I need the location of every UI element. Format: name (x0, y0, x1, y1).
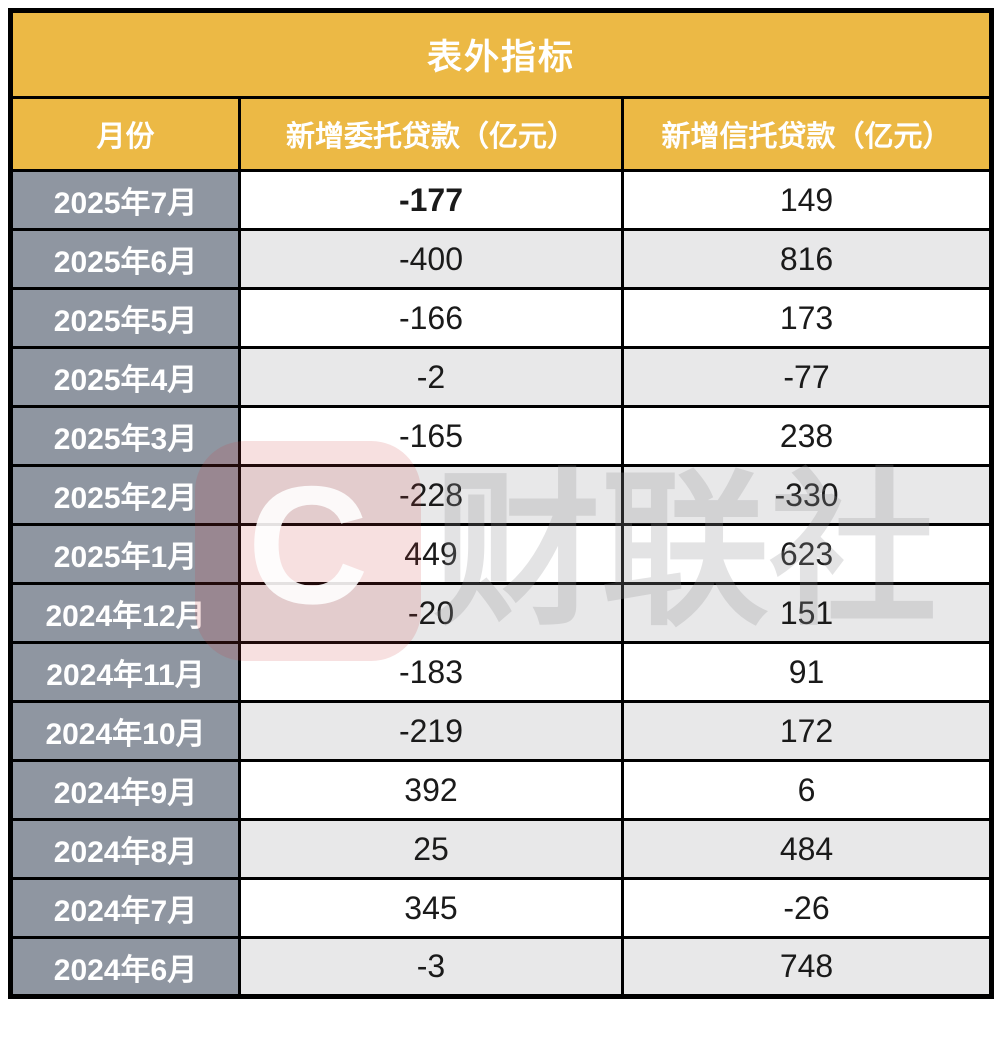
table-row: 2025年2月 -228 -330 (9, 464, 994, 526)
month-label: 2024年10月 (9, 700, 241, 762)
trust-loan-value: -330 (620, 464, 994, 526)
entrusted-loan-value: -400 (238, 228, 624, 290)
entrusted-loan-value: -20 (238, 582, 624, 644)
entrusted-loan-value: 449 (238, 523, 624, 585)
entrusted-loan-value: -228 (238, 464, 624, 526)
column-header-entrusted-loans: 新增委托贷款（亿元） (238, 96, 624, 172)
trust-loan-value: 6 (620, 759, 994, 821)
entrusted-loan-value: 25 (238, 818, 624, 880)
trust-loan-value: 91 (620, 641, 994, 703)
month-label: 2025年6月 (9, 228, 241, 290)
table-row: 2025年6月 -400 816 (9, 228, 994, 290)
entrusted-loan-value: 345 (238, 877, 624, 939)
trust-loan-value: 816 (620, 228, 994, 290)
month-label: 2025年4月 (9, 346, 241, 408)
table-row: 2025年1月 449 623 (9, 523, 994, 585)
entrusted-loan-value: -166 (238, 287, 624, 349)
table-row: 2025年4月 -2 -77 (9, 346, 994, 408)
entrusted-loan-value: -219 (238, 700, 624, 762)
month-label: 2024年8月 (9, 818, 241, 880)
column-header-trust-loans: 新增信托贷款（亿元） (620, 96, 994, 172)
column-header-month: 月份 (9, 96, 241, 172)
trust-loan-value: 623 (620, 523, 994, 585)
trust-loan-value: 173 (620, 287, 994, 349)
table-header-row: 月份 新增委托贷款（亿元） 新增信托贷款（亿元） (9, 96, 994, 172)
entrusted-loan-value: -2 (238, 346, 624, 408)
table-row: 2024年10月 -219 172 (9, 700, 994, 762)
entrusted-loan-value: 392 (238, 759, 624, 821)
month-label: 2025年5月 (9, 287, 241, 349)
month-label: 2025年3月 (9, 405, 241, 467)
off-balance-sheet-table-container: 表外指标 月份 新增委托贷款（亿元） 新增信托贷款（亿元） 2025年7月 -1… (8, 8, 995, 999)
month-label: 2024年6月 (9, 936, 241, 998)
table-title-row: 表外指标 (8, 9, 994, 99)
trust-loan-value: 149 (620, 169, 994, 231)
month-label: 2024年11月 (9, 641, 241, 703)
month-label: 2024年9月 (9, 759, 241, 821)
month-label: 2024年7月 (9, 877, 241, 939)
trust-loan-value: 484 (620, 818, 994, 880)
table-row: 2024年9月 392 6 (9, 759, 994, 821)
trust-loan-value: -77 (620, 346, 994, 408)
entrusted-loan-value: -183 (238, 641, 624, 703)
table-row: 2024年7月 345 -26 (9, 877, 994, 939)
entrusted-loan-value: -3 (238, 936, 624, 998)
trust-loan-value: 748 (620, 936, 994, 998)
entrusted-loan-value: -177 (238, 169, 624, 231)
month-label: 2024年12月 (9, 582, 241, 644)
table-row: 2024年12月 -20 151 (9, 582, 994, 644)
month-label: 2025年7月 (9, 169, 241, 231)
trust-loan-value: 151 (620, 582, 994, 644)
table-row: 2025年7月 -177 149 (9, 169, 994, 231)
table-row: 2024年6月 -3 748 (9, 936, 994, 998)
table-row: 2024年8月 25 484 (9, 818, 994, 880)
table-title: 表外指标 (8, 9, 994, 99)
trust-loan-value: -26 (620, 877, 994, 939)
off-balance-sheet-table: 表外指标 月份 新增委托贷款（亿元） 新增信托贷款（亿元） 2025年7月 -1… (8, 8, 995, 999)
trust-loan-value: 172 (620, 700, 994, 762)
month-label: 2025年1月 (9, 523, 241, 585)
table-row: 2025年3月 -165 238 (9, 405, 994, 467)
entrusted-loan-value: -165 (238, 405, 624, 467)
table-row: 2024年11月 -183 91 (9, 641, 994, 703)
table-row: 2025年5月 -166 173 (9, 287, 994, 349)
trust-loan-value: 238 (620, 405, 994, 467)
month-label: 2025年2月 (9, 464, 241, 526)
